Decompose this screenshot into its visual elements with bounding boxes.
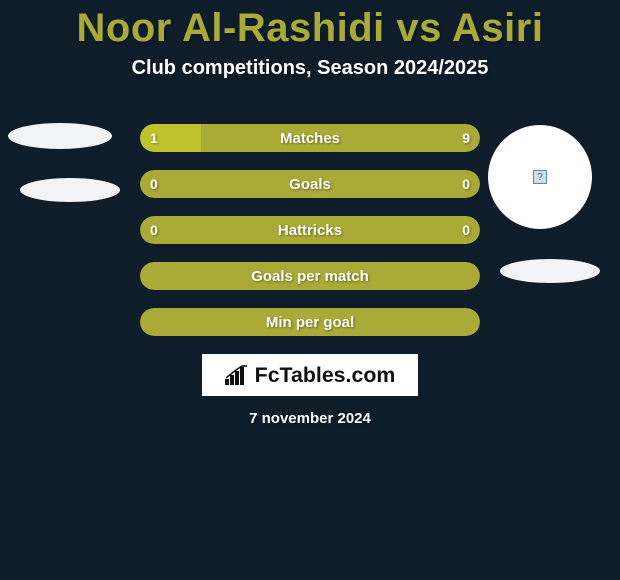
stat-row: Goals per match (140, 262, 480, 290)
stat-label: Goals (140, 170, 480, 198)
player-right-avatar: ? (488, 125, 592, 229)
stat-row: Hattricks0 0 (140, 216, 480, 244)
stat-label: Min per goal (140, 308, 480, 336)
brand-text: FcTables.com (255, 363, 396, 388)
comparison-title: Noor Al-Rashidi vs Asiri (0, 0, 620, 51)
player-left-shape-1 (8, 123, 112, 149)
stat-value-right: 0 (462, 170, 470, 198)
stat-value-left: 0 (150, 216, 158, 244)
brand-badge: FcTables.com (202, 354, 418, 396)
stat-label: Hattricks (140, 216, 480, 244)
stat-bars: Matches19Goals00Hattricks00Goals per mat… (140, 124, 480, 354)
stat-row: Matches1 9 (140, 124, 480, 152)
avatar-placeholder-icon: ? (533, 170, 547, 184)
player-left-shape-2 (20, 178, 120, 202)
stat-value-left: 1 (150, 124, 158, 152)
stat-row: Goals0 0 (140, 170, 480, 198)
bars-chart-icon (225, 365, 249, 385)
comparison-subtitle: Club competitions, Season 2024/2025 (0, 57, 620, 80)
stat-value-left: 0 (150, 170, 158, 198)
stat-value-right: 9 (462, 124, 470, 152)
snapshot-date: 7 november 2024 (0, 410, 620, 427)
stat-label: Matches (140, 124, 480, 152)
stat-label: Goals per match (140, 262, 480, 290)
stat-row: Min per goal (140, 308, 480, 336)
player-right-shape-1 (500, 259, 600, 283)
stat-value-right: 0 (462, 216, 470, 244)
